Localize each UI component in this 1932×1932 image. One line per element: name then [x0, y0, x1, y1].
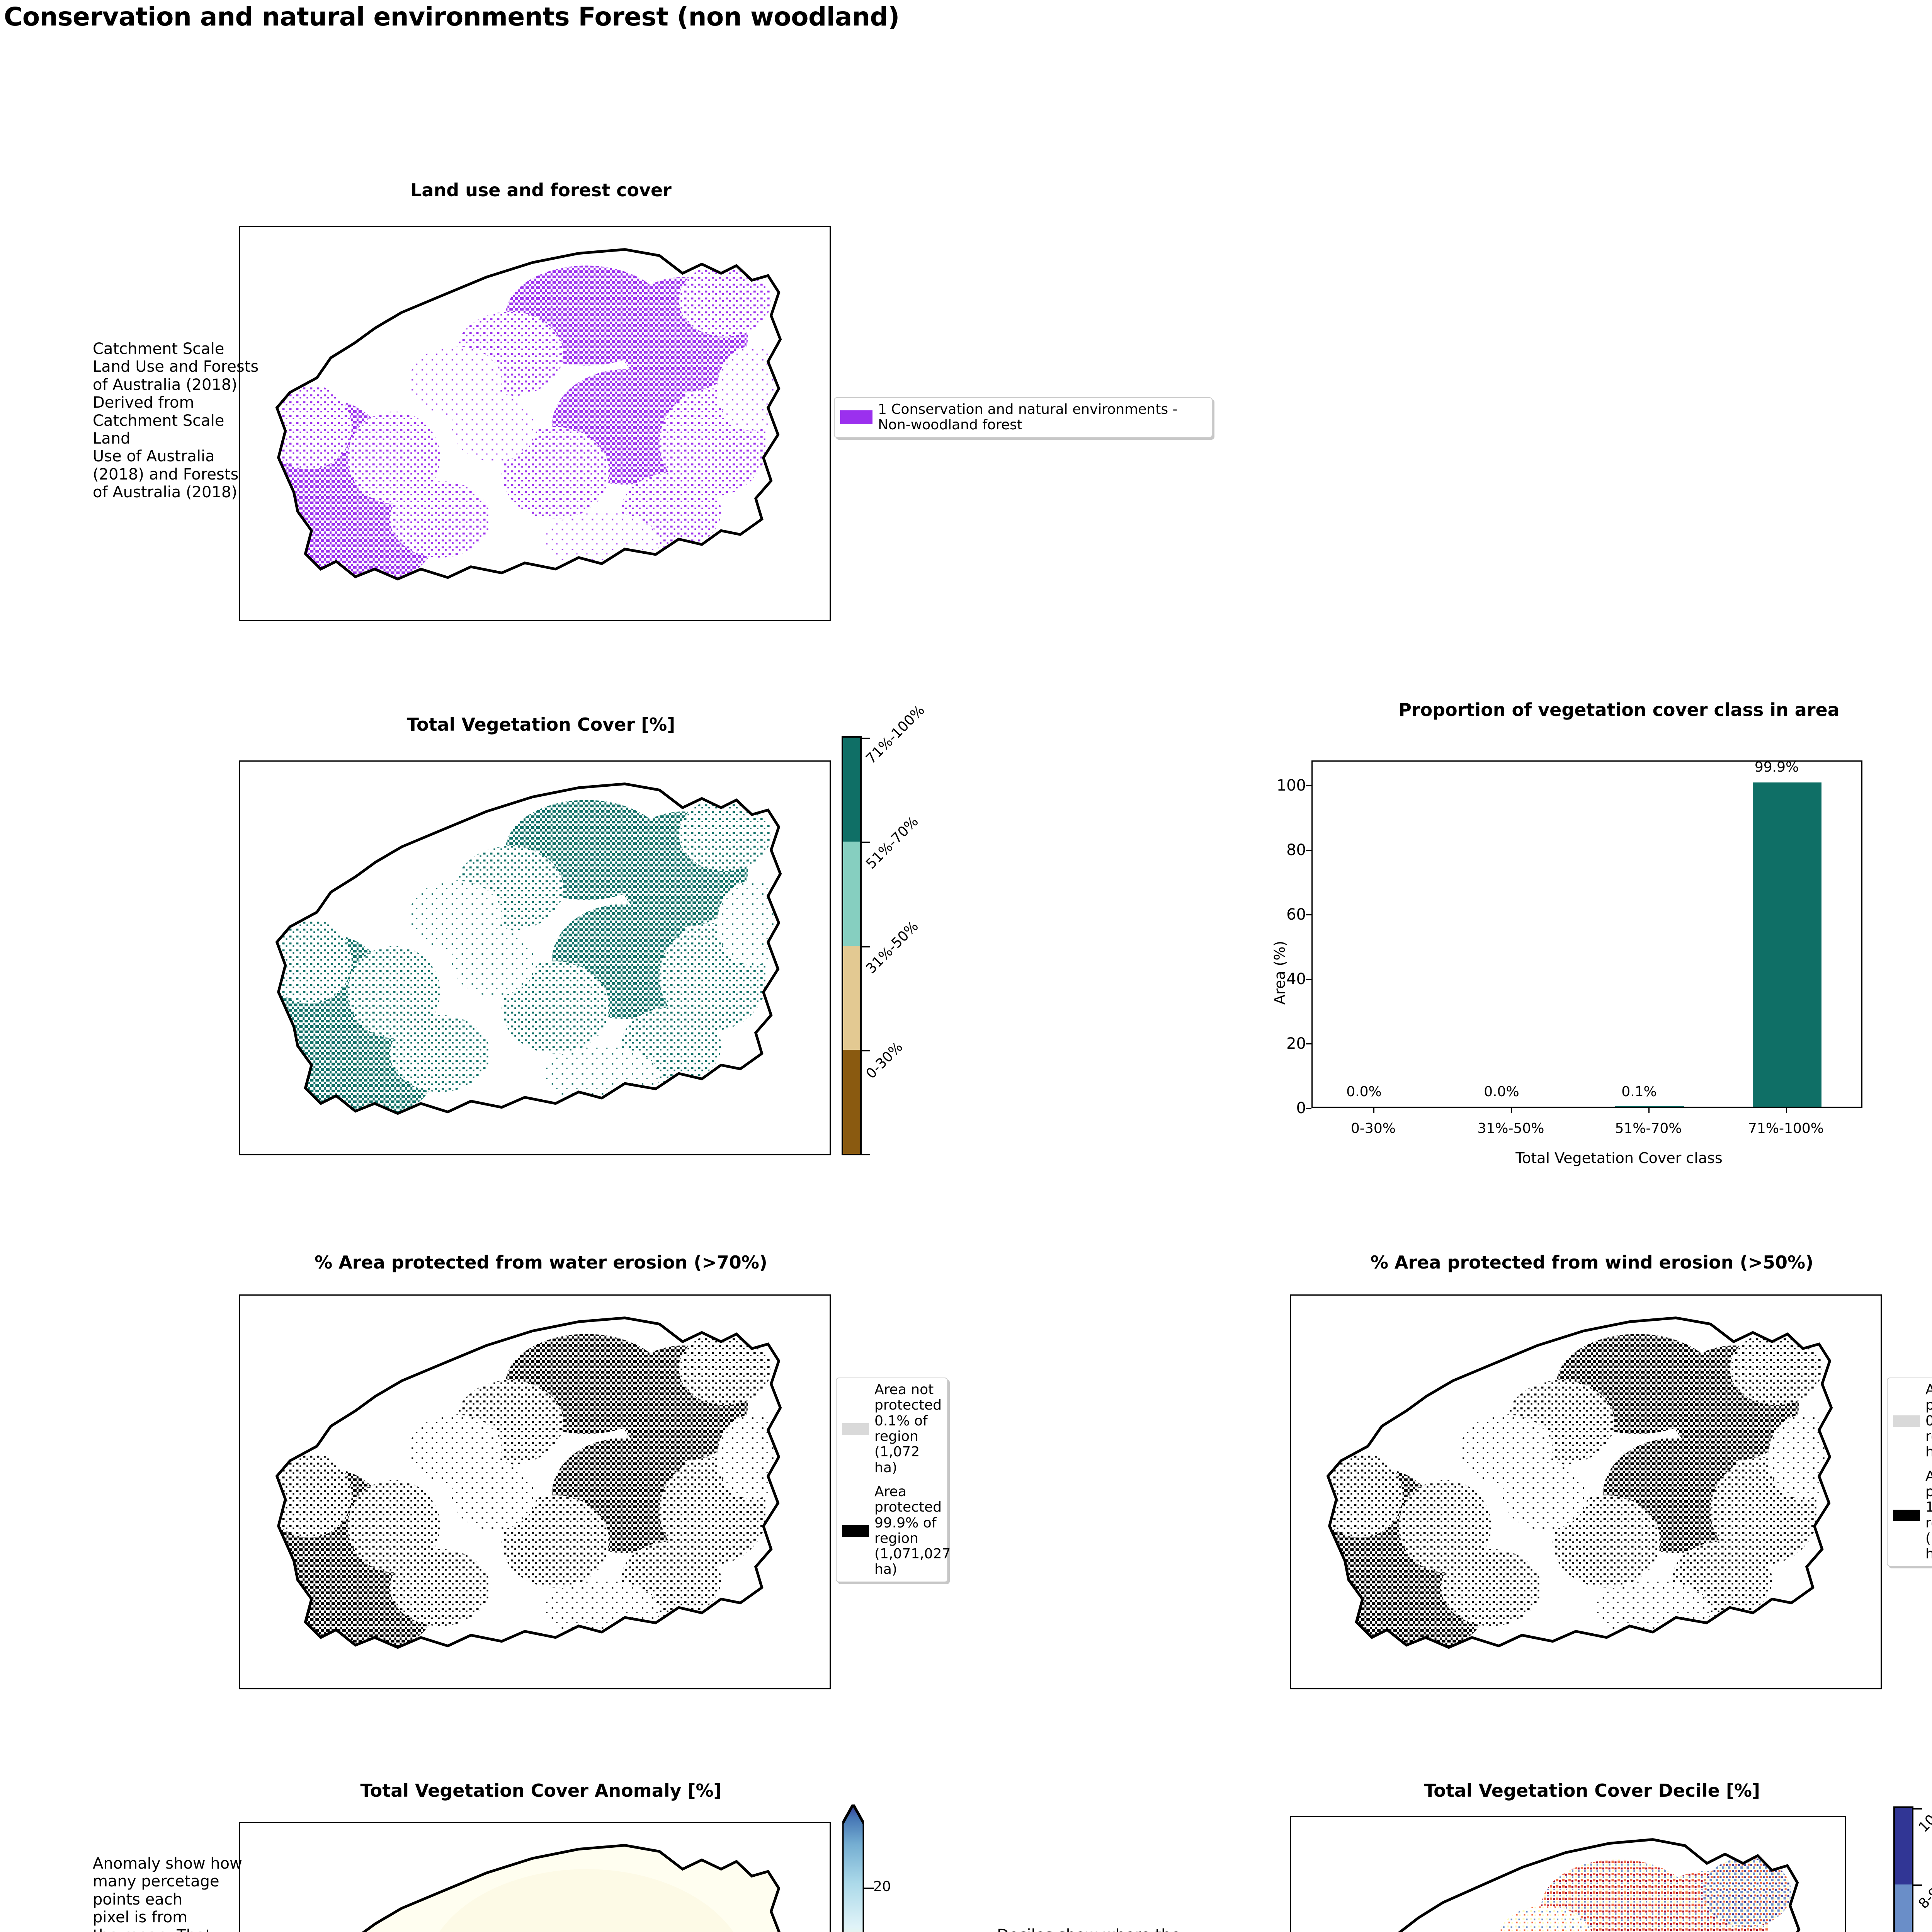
bar-51-70[interactable] — [1615, 1106, 1684, 1107]
decile-colorbar-segment-8-9 — [1895, 1884, 1912, 1932]
chart-x-tick-label: 31%-50% — [1477, 1121, 1544, 1136]
anomaly-panel-title: Total Vegetation Cover Anomaly [%] — [360, 1780, 722, 1801]
chart-plot-area — [1311, 760, 1862, 1108]
tvc-colorbar-label-31-50: 31%-50% — [863, 918, 922, 977]
decile-colorbar-label-10: 10 — [1915, 1811, 1932, 1835]
legend-item: Area protected 99.9% of region (1,071,02… — [842, 1484, 951, 1578]
legend-item-label: Area protected 99.9% of region (1,071,02… — [874, 1483, 951, 1578]
tvc-colorbar-tick — [860, 738, 870, 739]
landuse-annotation: Catchment Scale Land Use and Forests of … — [93, 340, 259, 502]
legend-item-label: Area not protected 0.0% of region (0 ha) — [1925, 1382, 1932, 1460]
landuse-map[interactable] — [239, 226, 831, 621]
chart-y-tick-label: 0 — [1296, 1099, 1306, 1117]
chart-y-tick — [1306, 850, 1311, 851]
chart-y-tick — [1306, 1043, 1311, 1044]
legend-item: 1 Conservation and natural environments … — [840, 401, 1206, 433]
chart-x-axis-title: Total Vegetation Cover class — [1515, 1150, 1723, 1167]
tvc-panel-title: Total Vegetation Cover [%] — [406, 714, 675, 735]
chart-y-tick — [1306, 785, 1311, 786]
water-erosion-legend[interactable]: Area not protected 0.1% of region (1,072… — [836, 1378, 951, 1582]
tvc-colorbar-label-71-100: 71%-100% — [863, 702, 928, 767]
decile-annotation: Deciles show where the pixel value lies … — [997, 1926, 1194, 1932]
tvc-colorbar-segment-1 — [843, 946, 860, 1050]
tvc-colorbar[interactable] — [842, 736, 870, 1155]
chart-y-tick-label: 60 — [1286, 906, 1306, 923]
not-protected-swatch-icon — [1893, 1415, 1920, 1427]
water-erosion-map[interactable] — [239, 1294, 831, 1689]
bar-value-label-31-50: 0.0% — [1484, 1084, 1519, 1100]
tvc-map-graphic — [275, 782, 782, 1115]
landuse-legend-swatch-icon — [840, 410, 872, 425]
decile-colorbar-tick — [1912, 1884, 1922, 1886]
chart-x-tick — [1511, 1108, 1512, 1113]
water-erosion-map-graphic — [275, 1316, 782, 1649]
legend-item: Area not protected 0.0% of region (0 ha) — [1893, 1382, 1932, 1460]
anomaly-colorbar-graphic — [841, 1801, 866, 1932]
landuse-map-graphic — [275, 248, 782, 581]
legend-item-label: 1 Conservation and natural environments … — [878, 401, 1178, 433]
chart-y-tick-label: 100 — [1276, 777, 1306, 794]
tvc-colorbar-tick — [860, 1049, 870, 1051]
tvc-colorbar-label-51-70: 51%-70% — [863, 813, 922, 872]
chart-y-tick — [1306, 914, 1311, 915]
proportion-bar-chart: Proportion of vegetation cover class in … — [1229, 699, 1932, 1198]
decile-map[interactable] — [1290, 1816, 1846, 1932]
wind-erosion-map-graphic — [1326, 1316, 1833, 1649]
wind-erosion-map[interactable] — [1290, 1294, 1882, 1689]
anomaly-map[interactable] — [239, 1822, 831, 1932]
decile-colorbar-tick — [1912, 1808, 1922, 1810]
anomaly-colorbar[interactable] — [841, 1801, 874, 1932]
chart-x-tick — [1786, 1108, 1787, 1113]
anomaly-colorbar-tick — [864, 1888, 874, 1889]
decile-colorbar-segment-10 — [1895, 1808, 1912, 1885]
protected-swatch-icon — [842, 1525, 869, 1537]
chart-x-tick — [1648, 1108, 1650, 1113]
bar-value-label-51-70: 0.1% — [1621, 1084, 1657, 1100]
landuse-legend[interactable]: 1 Conservation and natural environments … — [834, 397, 1213, 438]
decile-panel-title: Total Vegetation Cover Decile [%] — [1423, 1780, 1760, 1801]
tvc-colorbar-label-0-30: 0-30% — [863, 1039, 906, 1082]
chart-x-tick-label: 0-30% — [1351, 1121, 1396, 1136]
chart-y-tick-label: 80 — [1286, 841, 1306, 859]
bar-value-label-0-30: 0.0% — [1346, 1084, 1382, 1100]
legend-item-label: Area not protected 0.1% of region (1,072… — [874, 1382, 942, 1476]
chart-x-tick — [1373, 1108, 1374, 1113]
water-erosion-panel-title: % Area protected from water erosion (>70… — [315, 1252, 767, 1273]
chart-y-tick — [1306, 1108, 1311, 1109]
tvc-colorbar-tick — [860, 946, 870, 947]
chart-x-tick-label: 51%-70% — [1615, 1121, 1682, 1136]
decile-map-graphic — [1325, 1838, 1801, 1932]
chart-y-tick-label: 20 — [1286, 1035, 1306, 1053]
tvc-colorbar-segment-0 — [843, 1049, 860, 1154]
decile-colorbar[interactable] — [1893, 1806, 1922, 1932]
bar-value-label-71-100: 99.9% — [1754, 759, 1799, 775]
wind-erosion-legend[interactable]: Area not protected 0.0% of region (0 ha)… — [1887, 1378, 1932, 1567]
page-title: Conservation and natural environments Fo… — [4, 2, 900, 32]
anomaly-annotation: Anomaly show how many percetage points e… — [93, 1855, 242, 1932]
tvc-colorbar-segment-2 — [843, 842, 860, 946]
chart-y-tick — [1306, 979, 1311, 980]
anomaly-map-graphic — [277, 1844, 781, 1932]
tvc-colorbar-segment-3 — [843, 738, 860, 842]
bar-71-100[interactable] — [1753, 782, 1821, 1107]
tvc-map[interactable] — [239, 760, 831, 1155]
chart-y-tick-label: 40 — [1286, 970, 1306, 988]
chart-x-tick-label: 71%-100% — [1748, 1121, 1824, 1136]
decile-colorbar-label-8-9: 8-9 — [1915, 1884, 1932, 1912]
legend-item: Area protected 100.0% of region (1,072,1… — [1893, 1468, 1932, 1562]
protected-swatch-icon — [1893, 1509, 1920, 1521]
chart-title: Proportion of vegetation cover class in … — [1398, 699, 1840, 720]
legend-item-label: Area protected 100.0% of region (1,072,1… — [1925, 1468, 1932, 1562]
legend-item: Area not protected 0.1% of region (1,072… — [842, 1382, 942, 1476]
anomaly-colorbar-label-20: 20 — [873, 1879, 891, 1895]
tvc-colorbar-tick — [860, 1154, 870, 1155]
wind-erosion-panel-title: % Area protected from wind erosion (>50%… — [1370, 1252, 1814, 1273]
tvc-colorbar-tick — [860, 842, 870, 844]
landuse-panel-title: Land use and forest cover — [410, 180, 672, 201]
not-protected-swatch-icon — [842, 1423, 869, 1435]
